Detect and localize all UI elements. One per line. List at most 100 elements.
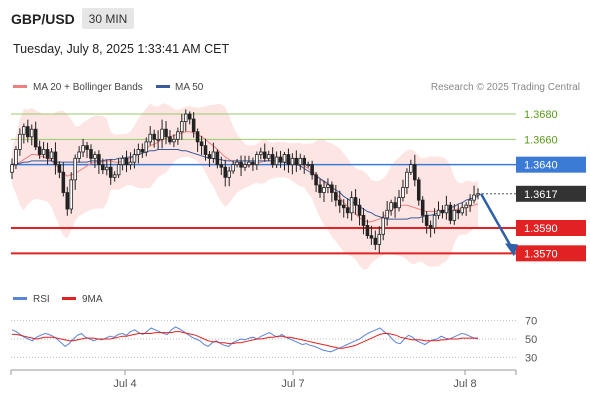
candle-body — [436, 209, 441, 216]
candle-body — [136, 149, 141, 155]
candle-body — [41, 149, 46, 155]
candle-body — [176, 131, 180, 140]
candle-body — [251, 161, 255, 166]
candle-body — [424, 214, 429, 226]
candle-body — [18, 133, 22, 150]
level-label-1.3570: 1.3570 — [524, 248, 558, 260]
candle-body — [262, 151, 267, 159]
candle-body — [369, 235, 374, 239]
candle-body — [444, 204, 449, 214]
candle-body — [29, 128, 34, 138]
projection-arrow — [479, 193, 514, 249]
candle-body — [152, 133, 156, 140]
candle-body — [357, 204, 362, 216]
candle-body — [93, 154, 97, 159]
candle-body — [397, 197, 401, 209]
candle-body — [227, 170, 231, 178]
candle-body — [385, 209, 389, 219]
candle-body — [144, 141, 149, 153]
candle-body — [108, 166, 113, 178]
candle-body — [361, 214, 366, 226]
candle-body — [420, 199, 425, 216]
candle-body — [365, 225, 370, 236]
candle-body — [270, 154, 275, 166]
candle-body — [337, 199, 342, 206]
candle-body — [456, 209, 461, 214]
candle-body — [274, 156, 279, 166]
level-box-1.3590 — [516, 220, 586, 236]
candle-body — [124, 157, 129, 166]
candle-body — [381, 217, 386, 235]
rsi-line — [11, 326, 479, 353]
candle-body — [187, 113, 192, 120]
candle-body — [37, 146, 42, 155]
rsi-tick-label: 30 — [525, 352, 537, 364]
candle-body — [353, 197, 358, 206]
candle-body — [120, 157, 125, 166]
candlestick-layer — [10, 109, 480, 253]
level-label-1.3590: 1.3590 — [524, 223, 558, 235]
candle-body — [282, 154, 287, 163]
ma20-legend-label: MA 20 + Bollinger Bands — [33, 82, 143, 93]
candle-body — [89, 149, 93, 159]
rsi-layer: 70 50 30 — [11, 316, 537, 364]
candle-body — [448, 204, 453, 221]
candle-body — [266, 154, 271, 159]
candle-body — [377, 233, 382, 245]
candle-body — [10, 164, 14, 173]
candle-body — [215, 151, 220, 166]
candle-body — [14, 149, 18, 166]
candle-body — [53, 151, 58, 166]
candle-body — [255, 154, 259, 166]
candle-body — [223, 166, 228, 178]
candle-body — [180, 121, 184, 133]
datetime-label: Tuesday, July 8, 2025 1:33:41 AM CET — [13, 42, 229, 56]
level-label-1.3680: 1.3680 — [524, 109, 558, 121]
candle-body — [203, 145, 208, 155]
candle-body — [401, 187, 405, 198]
candle-body — [85, 145, 89, 150]
candle-body — [330, 184, 334, 193]
rsi-tick-label: 50 — [525, 334, 537, 346]
candle-body — [183, 113, 188, 122]
candle-body — [140, 149, 145, 153]
candle-body — [26, 126, 30, 138]
candle-body — [373, 237, 378, 245]
candle-body — [318, 184, 322, 193]
candle-body — [49, 151, 54, 159]
candle-body — [112, 174, 117, 178]
candle-body — [61, 171, 66, 193]
candle-body — [207, 154, 212, 159]
candle-body — [278, 156, 283, 163]
rsi-ma-legend-swatch — [62, 297, 76, 300]
candle-body — [45, 149, 50, 159]
candle-body — [116, 164, 121, 176]
candle-body — [286, 154, 291, 166]
candle-body — [168, 136, 172, 143]
candle-body — [290, 157, 295, 166]
candle-body — [97, 154, 101, 166]
candle-body — [259, 151, 263, 155]
candle-body — [77, 151, 81, 159]
candle-body — [452, 209, 457, 221]
candle-body — [310, 164, 314, 176]
candle-body — [405, 171, 409, 188]
x-tick-label: Jul 7 — [281, 378, 304, 390]
candle-body — [22, 126, 26, 135]
candle-body — [101, 164, 105, 171]
candle-body — [326, 184, 330, 188]
candle-body — [314, 174, 318, 186]
level-box-1.3570 — [516, 245, 586, 262]
candle-body — [389, 202, 393, 211]
candle-body — [428, 225, 433, 229]
candle-body — [199, 141, 204, 147]
candle-body — [432, 214, 437, 229]
level-label-1.3640: 1.3640 — [524, 160, 558, 172]
candle-body — [345, 207, 350, 214]
candle-body — [73, 157, 77, 181]
candle-body — [33, 128, 38, 148]
x-tick-label: Jul 8 — [453, 378, 476, 390]
projection-arrow-head — [505, 243, 518, 257]
candle-body — [65, 192, 70, 210]
